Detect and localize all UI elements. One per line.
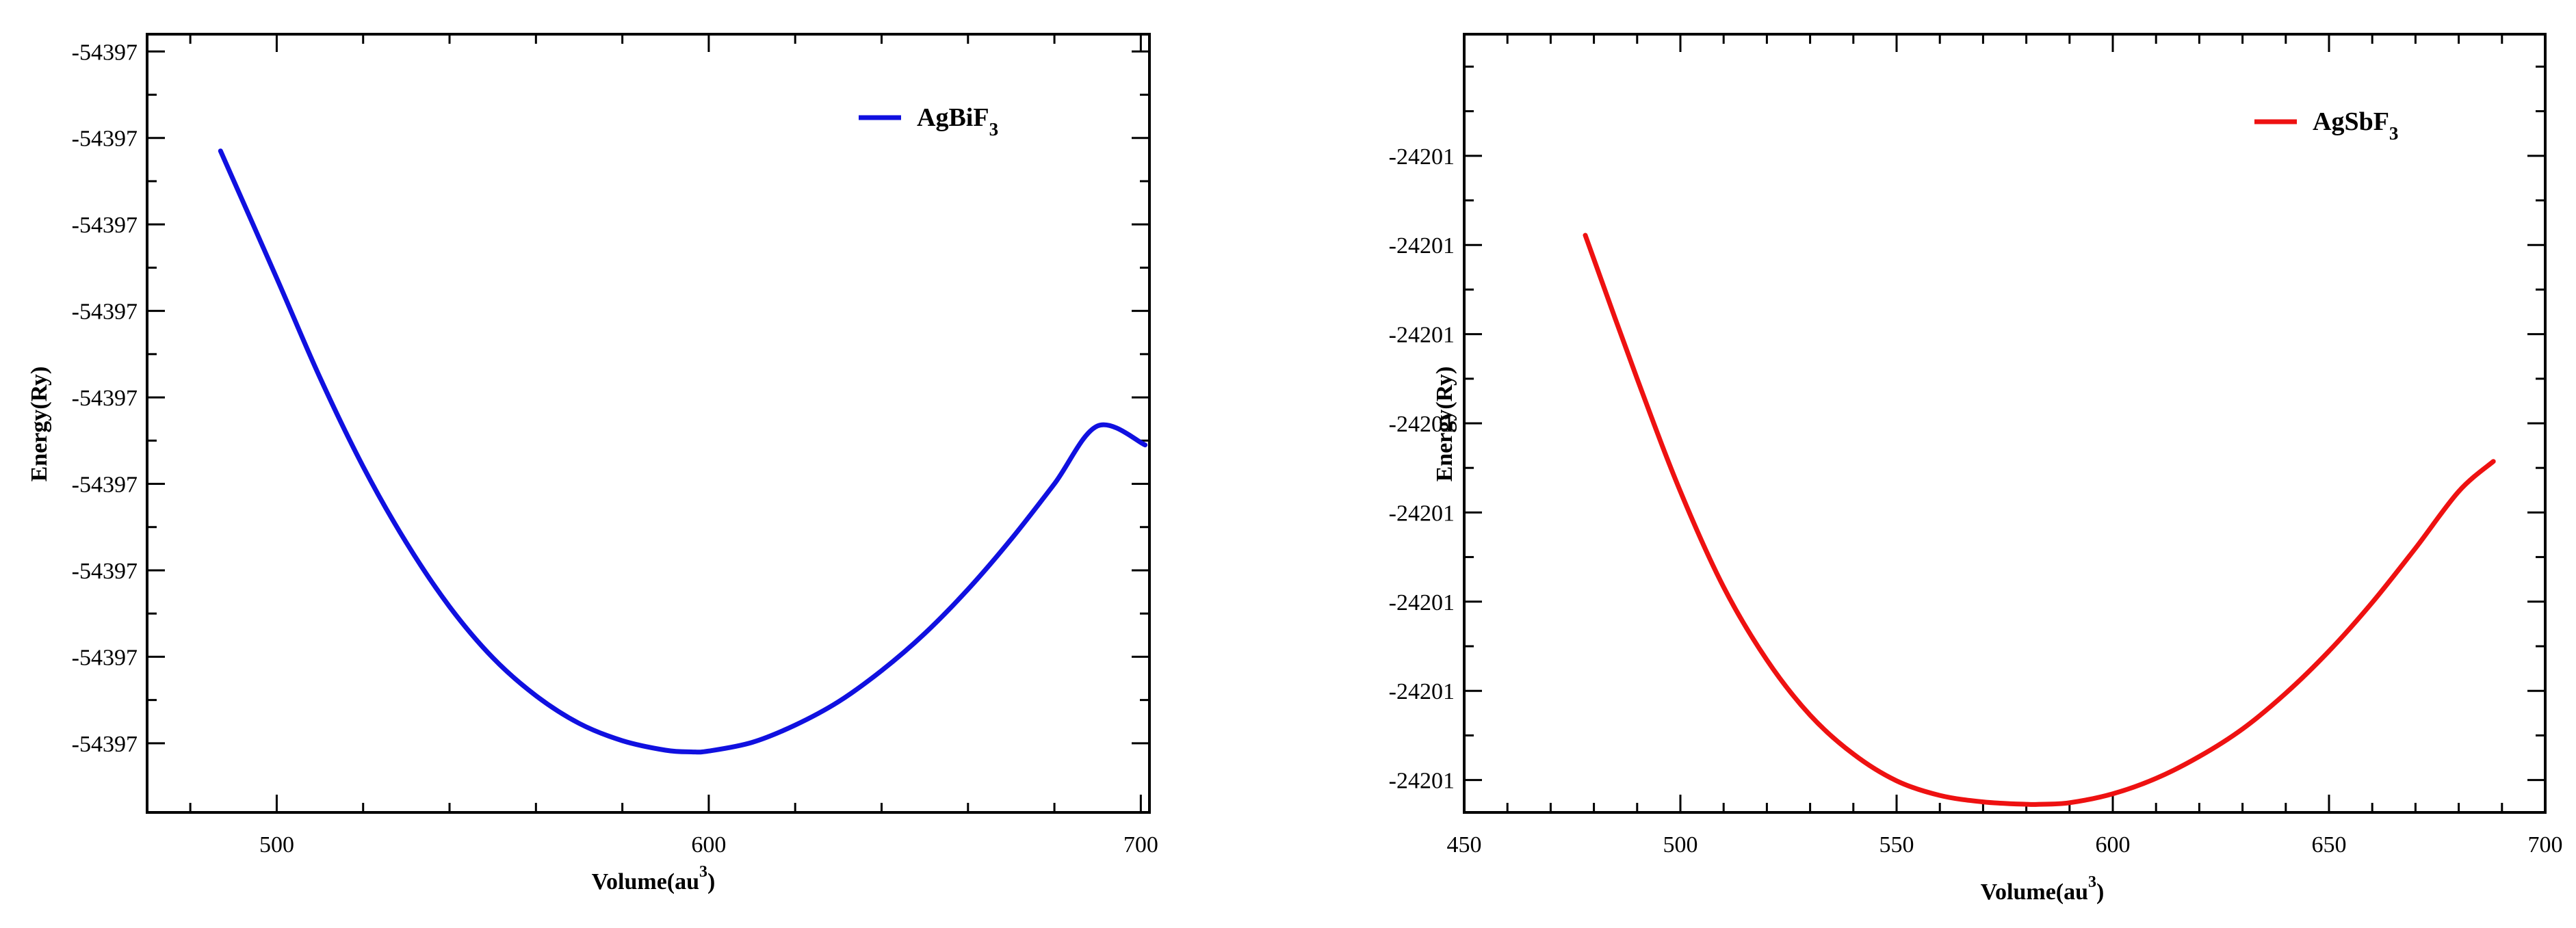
x-tick-label: 700	[1123, 832, 1158, 858]
legend-label-text: AgSbF	[2313, 107, 2389, 136]
legend-label-text: AgBiF	[917, 103, 989, 132]
y-tick-label: -24201	[1389, 501, 1455, 526]
x-axis-label: Volume(au3)	[592, 863, 716, 894]
y-tick-label: -24201	[1389, 323, 1455, 348]
x-axis-label-suffix: )	[707, 869, 715, 894]
legend-label-subscript: 3	[2389, 123, 2399, 144]
y-tick-label: -54397	[72, 559, 138, 584]
legend-label: AgBiF3	[917, 103, 998, 140]
plot-frame	[146, 33, 1151, 814]
x-tick-label: 600	[2096, 832, 2131, 858]
y-axis-label: Energy(Ry)	[1432, 367, 1457, 482]
y-tick-label: -54397	[72, 473, 138, 498]
y-axis-label: Energy(Ry)	[27, 367, 52, 482]
y-tick-label: -54397	[72, 127, 138, 152]
x-tick-label: 550	[1879, 832, 1914, 858]
x-tick-label: 500	[1663, 832, 1698, 858]
y-tick-label: -24201	[1389, 679, 1455, 704]
series-line-agbif	[218, 148, 1148, 755]
plot-frame	[1463, 33, 2547, 814]
y-tick-label: -54397	[72, 645, 138, 670]
x-tick-label: 500	[259, 832, 294, 858]
series-line-agsbf	[1583, 233, 2496, 807]
y-tick-label: -54397	[72, 732, 138, 757]
legend-label: AgSbF3	[2313, 107, 2398, 144]
y-tick-label: -24201	[1389, 769, 1455, 794]
y-tick-label: -54397	[72, 386, 138, 411]
x-axis-label-text: Volume(au	[592, 869, 699, 894]
x-axis-label-superscript: 3	[2088, 873, 2096, 891]
x-axis-label-superscript: 3	[699, 863, 707, 881]
chart-panel-1: 500 600 700 -54397 -54397 -54397 -54397 -54397 -…	[27, 33, 1158, 894]
y-tick-label: -54397	[72, 300, 138, 325]
y-tick-label: -54397	[72, 40, 138, 65]
y-tick-label: -24201	[1389, 233, 1455, 258]
y-tick-label: -54397	[72, 213, 138, 238]
x-axis-label-suffix: )	[2096, 879, 2104, 905]
x-axis-label-text: Volume(au	[1981, 879, 2088, 905]
x-tick-label: 450	[1447, 832, 1482, 858]
x-tick-label: 650	[2312, 832, 2347, 858]
legend-label-subscript: 3	[989, 119, 999, 140]
y-tick-label: -24201	[1389, 412, 1455, 437]
x-tick-label: 700	[2528, 832, 2563, 858]
y-tick-label: -24201	[1389, 590, 1455, 615]
x-axis-label: Volume(au3)	[1981, 873, 2105, 905]
y-tick-label: -24201	[1389, 144, 1455, 170]
chart-panel-2: 450 500 550 600 650 700 -24201 -24201 -24201 -242…	[1389, 33, 2563, 905]
x-tick-label: 600	[691, 832, 726, 858]
